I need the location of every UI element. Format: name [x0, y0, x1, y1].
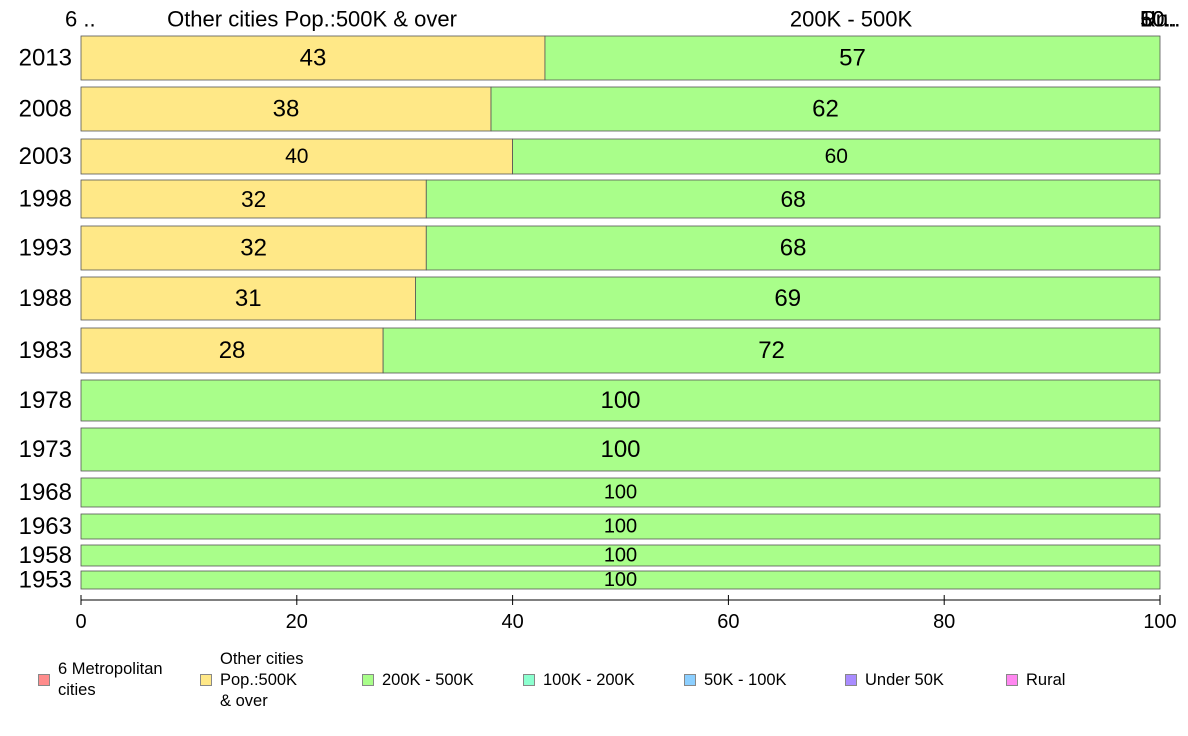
- bar-segment: [80, 225, 427, 271]
- x-tick-label: 0: [75, 611, 86, 633]
- bar-value-label: 100: [600, 387, 640, 414]
- bar-segment: [512, 138, 1161, 175]
- legend-item: 200K - 500K: [362, 648, 474, 712]
- y-tick-label: 1973: [19, 436, 72, 463]
- legend-label: 100K - 200K: [543, 670, 635, 689]
- top-series-labels: 6 .. Other cities Pop.:500K & over 200K - …: [65, 7, 1180, 32]
- legend-swatch: [523, 674, 535, 686]
- bar-segment: [80, 544, 1161, 567]
- y-tick-label: 1998: [19, 186, 72, 213]
- y-tick-label: 1958: [19, 542, 72, 569]
- legend-swatch: [1006, 674, 1018, 686]
- legend-item: Other cities Pop.:500K & over: [200, 648, 303, 712]
- legend-item: 100K - 200K: [523, 648, 635, 712]
- top-series-label: Other cities Pop.:500K & over: [167, 7, 457, 32]
- legend-item: Rural: [1006, 648, 1065, 712]
- bar-value-label: 68: [780, 186, 805, 212]
- top-series-label: 200K - 500K: [790, 7, 913, 32]
- y-tick-label: 1988: [19, 285, 72, 312]
- bar-segment: [80, 138, 514, 175]
- bar-segment: [80, 379, 1161, 422]
- bar-segment: [80, 477, 1161, 508]
- legend-label: 200K - 500K: [382, 670, 474, 689]
- bar-value-label: 31: [235, 285, 262, 312]
- y-tick-label: 1993: [19, 235, 72, 262]
- bar-value-label: 40: [285, 145, 308, 168]
- bar-segment: [382, 327, 1161, 374]
- stacked-bar-chart: 6 .. Other cities Pop.:500K & over 200K - …: [19, 7, 1181, 634]
- y-tick-label: 1983: [19, 337, 72, 364]
- legend-swatch: [38, 674, 50, 686]
- legend-swatch: [362, 674, 374, 686]
- top-series-label: 10..: [1140, 7, 1177, 32]
- top-series-label: Ru..: [1140, 7, 1180, 32]
- x-tick-label: 40: [501, 611, 523, 633]
- bar-value-label: 38: [273, 96, 300, 123]
- legend-item: 50K - 100K: [684, 648, 787, 712]
- bar-segment: [80, 427, 1161, 472]
- bar-value-label: 100: [604, 516, 637, 538]
- bar-value-label: 68: [780, 235, 807, 262]
- x-tick-label: 100: [1143, 611, 1176, 633]
- legend-swatch: [845, 674, 857, 686]
- legend-label: 50K - 100K: [704, 670, 787, 689]
- top-series-label: Un..: [1140, 7, 1180, 32]
- bar-segment: [80, 327, 384, 374]
- y-tick-label: 2008: [19, 96, 72, 123]
- legend-swatch: [684, 674, 696, 686]
- bar-value-label: 100: [604, 569, 637, 591]
- bar-segment: [544, 35, 1161, 81]
- legend-label: Rural: [1026, 670, 1066, 689]
- bar-value-label: 60: [825, 145, 848, 168]
- bar-segment: [425, 225, 1161, 271]
- bar-value-label: 100: [600, 436, 640, 463]
- legend-item: Under 50K: [845, 648, 944, 712]
- y-tick-label: 1953: [19, 567, 72, 594]
- bar-segment: [80, 570, 1161, 590]
- x-tick-label: 60: [717, 611, 739, 633]
- bar-value-label: 72: [758, 337, 785, 364]
- legend-item: 6 Metropolitan cities: [38, 648, 163, 712]
- bar-value-label: 69: [774, 285, 801, 312]
- y-tick-label: 2013: [19, 45, 72, 72]
- bar-value-label: 100: [604, 545, 637, 567]
- bar-segment: [80, 513, 1161, 540]
- bar-segment: [80, 179, 427, 219]
- y-tick-label: 1968: [19, 479, 72, 506]
- top-series-label: 50..: [1140, 7, 1177, 32]
- legend: 6 Metropolitan cities Other cities Pop.:5…: [30, 648, 1170, 718]
- y-tick-label: 1963: [19, 513, 72, 540]
- bar-segment: [80, 86, 492, 132]
- x-axis: 0 20 40 60 80 100: [75, 595, 1177, 633]
- legend-label: 6 Metropolitan cities: [58, 660, 163, 699]
- bar-segment: [490, 86, 1161, 132]
- y-tick-label: 2003: [19, 143, 72, 170]
- bar-value-label: 28: [219, 337, 246, 364]
- y-tick-label: 1978: [19, 387, 72, 414]
- top-series-label: 6 ..: [65, 7, 96, 32]
- x-tick-label: 80: [933, 611, 955, 633]
- bar-segment: [415, 276, 1161, 321]
- bar-value-label: 62: [812, 96, 839, 123]
- bar-segment: [425, 179, 1161, 219]
- legend-label: Other cities Pop.:500K & over: [220, 649, 304, 710]
- bar-value-label: 43: [300, 45, 327, 72]
- legend-swatch: [200, 674, 212, 686]
- bar-value-label: 57: [839, 45, 866, 72]
- bar-value-label: 32: [241, 186, 266, 212]
- bar-value-label: 32: [240, 235, 267, 262]
- bar-segment: [80, 276, 416, 321]
- y-axis-labels: 2013 2008 2003 1998 1993 1988 1983 1978 1973 1968…: [19, 45, 72, 594]
- bar-value-label: 100: [604, 482, 637, 504]
- legend-label: Under 50K: [865, 670, 944, 689]
- x-tick-label: 20: [286, 611, 308, 633]
